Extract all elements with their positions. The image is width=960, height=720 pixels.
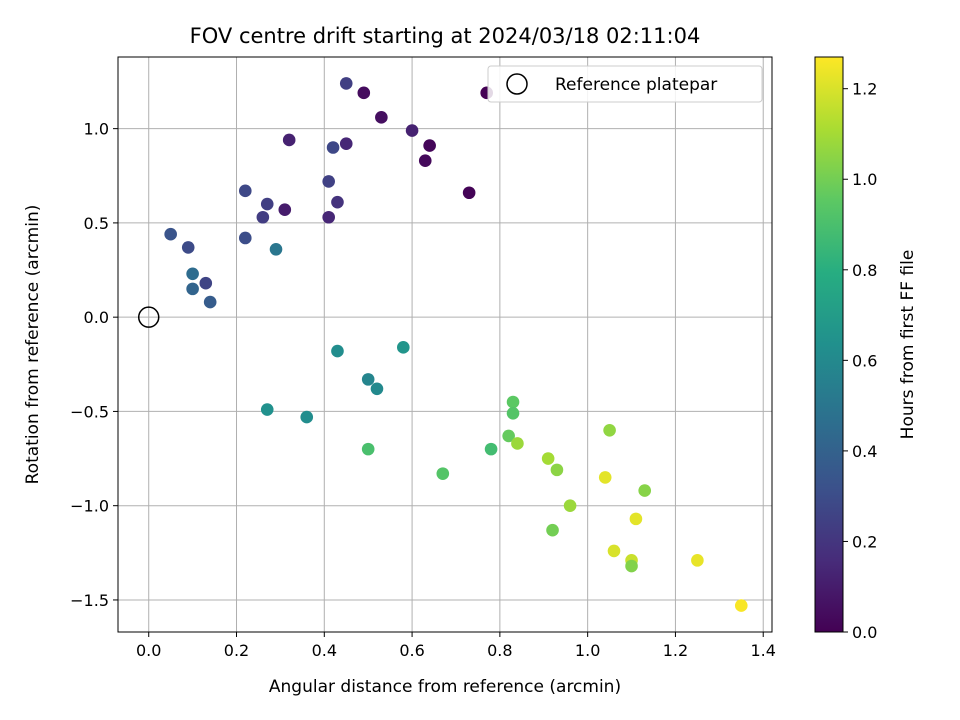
data-point [607,544,621,558]
data-point [339,77,353,90]
data-point [546,523,559,537]
data-point [370,382,384,396]
colorbar-tick-label: 1.0 [852,170,877,189]
legend-box [487,65,763,103]
y-tick-label: −1.5 [70,591,109,610]
data-point [186,267,199,281]
colorbar-tick-label: 0.4 [852,442,877,461]
data-point [550,463,564,477]
data-point [405,124,419,137]
data-point [436,467,450,480]
data-point [300,410,314,424]
data-point [625,559,638,573]
data-point [322,210,335,224]
colorbar-label: Hours from first FF file [898,250,918,440]
data-point [256,210,270,224]
data-point [691,554,704,567]
data-point [734,599,748,612]
data-point [484,442,498,456]
y-tick-label: 0.5 [84,214,109,233]
data-point [603,423,616,437]
y-tick-label: −1.0 [70,497,109,516]
data-point [269,242,283,256]
data-point [541,452,555,465]
grid [118,57,772,632]
y-axis-label: Rotation from reference (arcmin) [23,205,43,485]
x-tick-label: 0.4 [312,641,337,660]
data-point [186,282,199,296]
data-point [181,241,195,254]
colorbar-tick-label: 0.8 [852,261,877,280]
data-point [238,184,252,198]
data-point [506,407,520,420]
x-axis-label: Angular distance from reference (arcmin) [269,677,621,697]
data-point [598,471,612,484]
y-tick-label: −0.5 [70,402,109,421]
x-tick-label: 0.2 [224,641,249,660]
data-point [339,137,353,151]
plot-frame [117,56,773,633]
data-points [164,77,748,612]
data-point [502,429,515,443]
x-tick-label: 0.6 [399,641,424,660]
x-tick-label: 0.0 [136,641,161,660]
colorbar-gradient [814,56,844,633]
data-point [462,186,476,200]
colorbar-tick-label: 0.2 [852,532,877,551]
data-point [278,203,292,217]
data-point [511,437,524,450]
data-point [375,111,388,124]
colorbar-tick-label: 1.2 [852,80,877,99]
data-point [282,133,296,147]
data-point [203,295,217,309]
data-point [418,154,432,167]
data-point [563,499,577,512]
legend-marker [506,73,528,95]
x-tick-label: 1.2 [663,641,688,660]
legend-entry-label: Reference platepar [555,75,717,95]
y-tick-label: 1.0 [84,120,109,139]
x-tick-label: 1.4 [750,641,775,660]
reference-platepar-marker [137,306,160,328]
data-point [361,442,375,456]
data-point [199,276,213,290]
x-tick-label: 1.0 [575,641,600,660]
data-point [506,395,520,409]
data-point [357,86,371,100]
colorbar: 0.0 0.2 0.4 0.6 0.8 1.0 1.2 Hours from first FF… [814,56,918,642]
data-point [322,175,335,188]
data-point [361,373,375,386]
data-point [164,227,177,241]
data-point [260,403,274,416]
data-point [423,139,436,152]
data-point [238,231,252,245]
data-point [397,341,410,354]
data-point [629,512,643,526]
data-point [331,195,344,209]
data-point [638,484,652,497]
data-point [260,197,274,211]
colorbar-tick-label: 0.6 [852,351,877,370]
y-tick-label: 0.0 [84,308,109,327]
colorbar-tick-label: 0.0 [852,623,877,642]
x-tick-label: 0.8 [487,641,512,660]
chart-title: FOV centre drift starting at 2024/03/18 … [190,24,701,48]
data-point [331,344,344,358]
data-point [326,141,340,154]
legend: Reference platepar [487,65,763,103]
